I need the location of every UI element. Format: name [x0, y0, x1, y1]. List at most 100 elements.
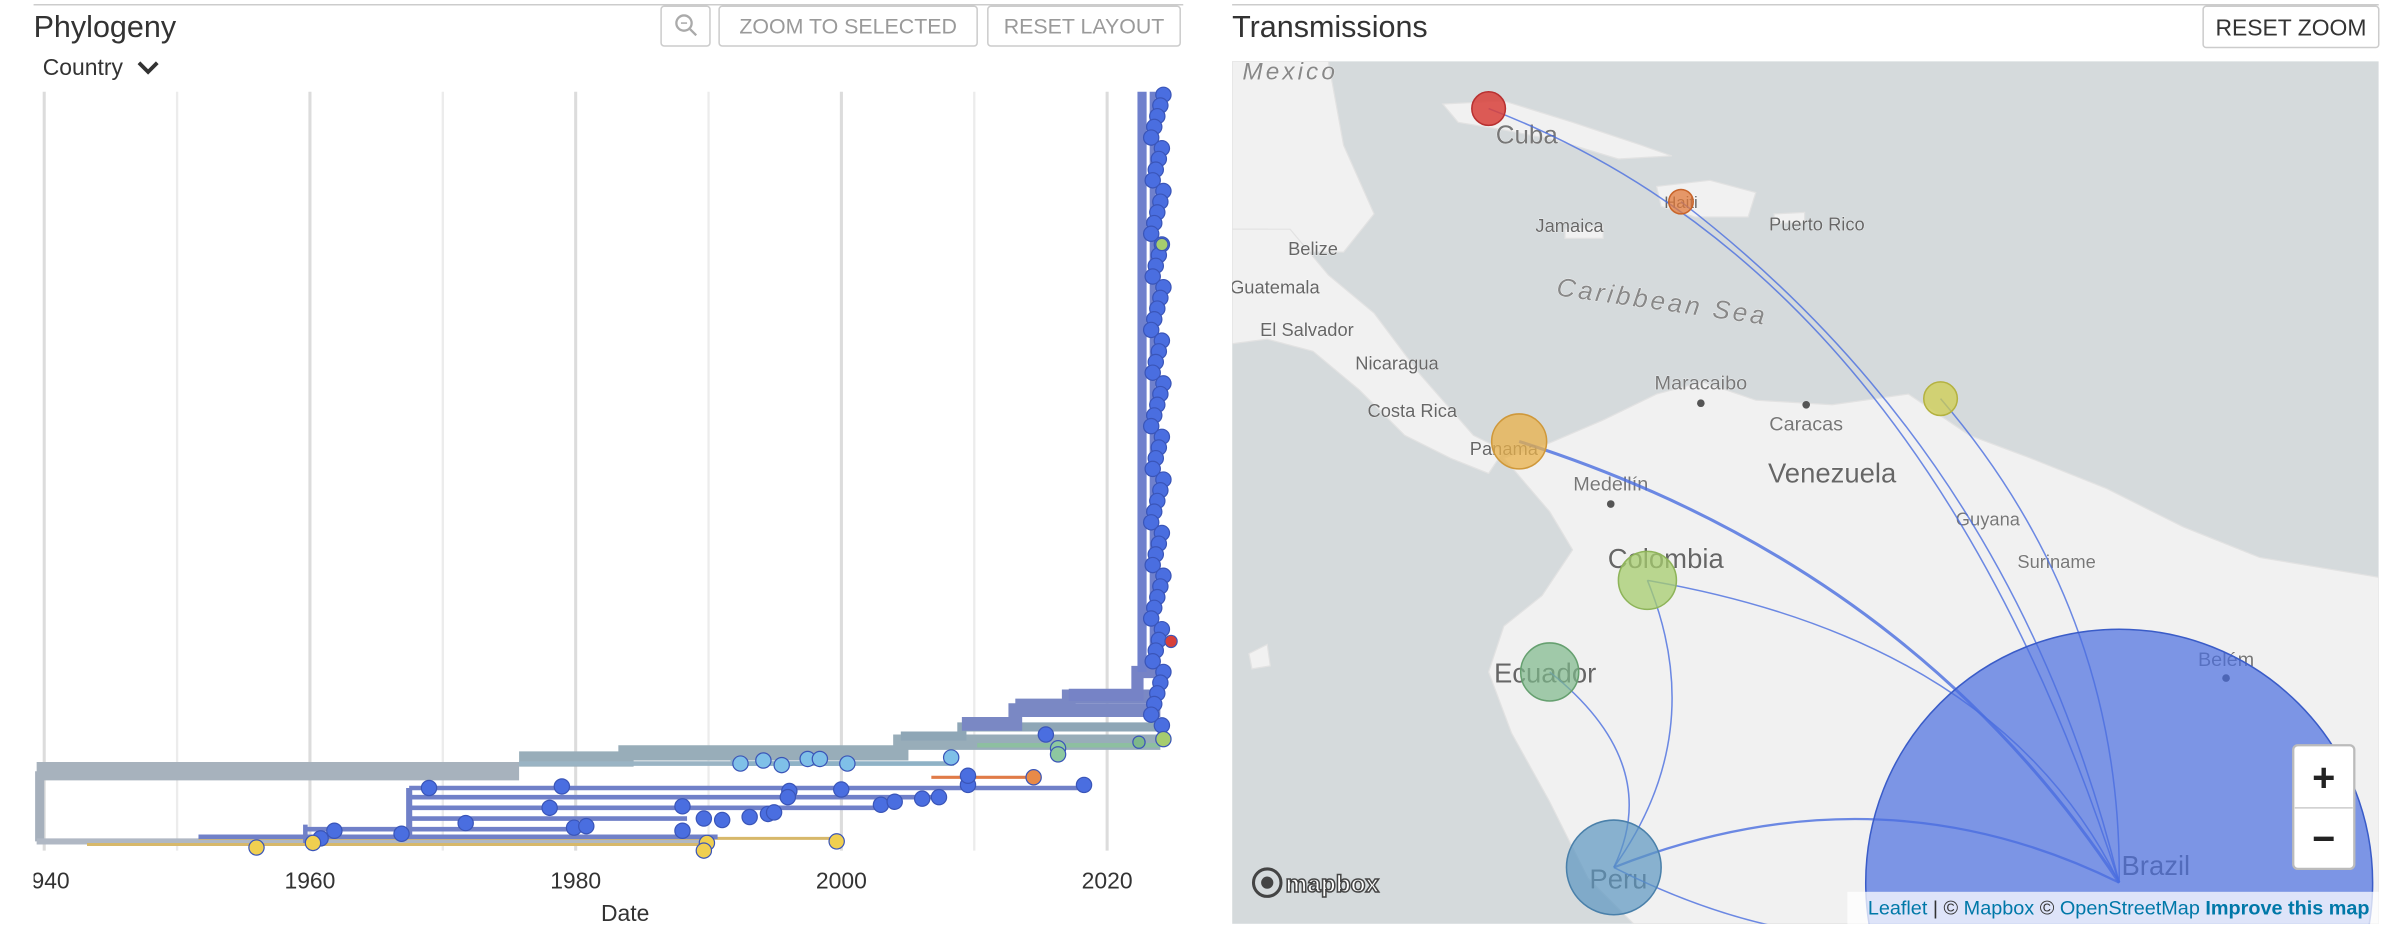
tip	[1142, 417, 1160, 435]
tip	[674, 798, 691, 815]
attribution-link[interactable]: OpenStreetMap	[2060, 898, 2200, 920]
tip	[755, 752, 772, 769]
attribution-text: ©	[2040, 898, 2055, 920]
zoom-in[interactable]: +	[2312, 756, 2335, 800]
button-label: RESET LAYOUT	[1004, 15, 1165, 39]
phylogenetic-tree	[35, 91, 1161, 847]
tree-axis: 1940 1960 1980 2000 2020	[34, 91, 1133, 894]
logo-text: mapbox	[1286, 871, 1380, 898]
attribution-text: | ©	[1933, 898, 1959, 920]
map-label: Medellín	[1573, 473, 1648, 495]
tip	[326, 822, 343, 839]
tip	[1144, 653, 1161, 670]
attribution-link[interactable]: Leaflet	[1868, 898, 1928, 920]
x-tick-label: 2000	[816, 868, 867, 894]
tip	[886, 793, 903, 810]
map-label: Maracaibo	[1655, 373, 1748, 395]
tip	[811, 750, 829, 768]
map-label: Puerto Rico	[1769, 214, 1865, 235]
map-label: Guyana	[1956, 508, 2021, 529]
map-label: Cuba	[1496, 122, 1559, 150]
x-axis-label: Date	[601, 900, 649, 926]
map-label: Jamaica	[1535, 215, 1604, 236]
map-label: Suriname	[2017, 551, 2095, 572]
map-label: Venezuela	[1768, 458, 1897, 489]
tip	[553, 778, 571, 795]
tip	[1155, 730, 1172, 748]
tip	[1075, 776, 1093, 794]
tip	[1142, 610, 1160, 627]
x-tick-label: 1960	[284, 868, 335, 894]
x-tick-label: 2020	[1082, 868, 1133, 894]
reset-layout-button[interactable]: RESET LAYOUT	[987, 5, 1181, 47]
color-by-dropdown[interactable]: Country	[43, 54, 159, 80]
mapbox-logo[interactable]: mapbox	[1251, 867, 1380, 899]
tip	[765, 804, 783, 821]
map-label: Guatemala	[1230, 276, 1320, 297]
map[interactable]: MexicoCubaJamaicaHaitiPuerto RicoBelizeG…	[1230, 59, 2379, 950]
tip	[959, 767, 977, 785]
tip	[1144, 460, 1161, 478]
x-tick-label: 1980	[550, 868, 601, 894]
tip	[1144, 268, 1161, 285]
button-label: RESET ZOOM	[2215, 14, 2366, 40]
zoom-icon-button[interactable]	[660, 5, 711, 47]
tip	[741, 808, 758, 826]
tip	[930, 788, 948, 806]
attribution-link[interactable]: Improve this map	[2205, 898, 2369, 920]
panel-title: Transmissions	[1232, 10, 1428, 44]
zoom-out[interactable]: −	[2312, 817, 2335, 861]
reset-zoom-button[interactable]: RESET ZOOM	[2202, 5, 2380, 49]
map-label: Nicaragua	[1355, 353, 1439, 374]
tip	[1164, 634, 1178, 649]
tip	[1142, 321, 1160, 339]
tip	[828, 833, 845, 850]
map-label: El Salvador	[1260, 319, 1354, 340]
tip	[695, 842, 713, 859]
tip	[713, 811, 731, 829]
panel-title: Phylogeny	[34, 10, 177, 44]
tip	[457, 814, 474, 832]
tip	[578, 817, 595, 835]
tip	[1037, 726, 1055, 743]
map-label: Costa Rica	[1367, 400, 1457, 421]
zoom-controls: + −	[2292, 744, 2356, 871]
attribution-link[interactable]: Mapbox	[1964, 898, 2035, 920]
tip	[942, 749, 960, 766]
tip	[541, 799, 558, 817]
tip	[839, 755, 856, 772]
map-label: Belize	[1288, 238, 1338, 259]
tip	[1144, 556, 1161, 574]
tip	[1153, 717, 1171, 734]
tip	[420, 779, 438, 797]
zoom-to-selected-button[interactable]: ZOOM TO SELECTED	[718, 5, 978, 47]
tip	[833, 781, 850, 798]
button-label: ZOOM TO SELECTED	[739, 15, 957, 39]
tip	[1025, 769, 1042, 786]
tip	[1155, 237, 1169, 252]
tip	[773, 756, 790, 774]
tip	[732, 755, 749, 772]
tip	[779, 788, 797, 806]
tip	[1142, 514, 1160, 531]
tip	[1142, 706, 1160, 723]
tip	[1049, 746, 1067, 763]
map-label: Caracas	[1769, 414, 1843, 436]
tip	[304, 834, 322, 852]
attribution-bar	[1847, 891, 2379, 924]
tree-tips	[248, 86, 1178, 859]
tip	[1142, 225, 1160, 243]
tip	[1144, 364, 1161, 381]
tip	[674, 822, 691, 839]
location-circles	[1471, 91, 2374, 924]
tip	[695, 810, 713, 827]
tip	[1142, 129, 1160, 146]
attribution: Leaflet | © Mapbox © OpenStreetMap Impro…	[1868, 898, 2370, 920]
tip	[913, 790, 931, 807]
tip	[872, 796, 890, 814]
tip	[248, 839, 265, 856]
tip	[393, 825, 410, 843]
tip	[1132, 735, 1146, 749]
